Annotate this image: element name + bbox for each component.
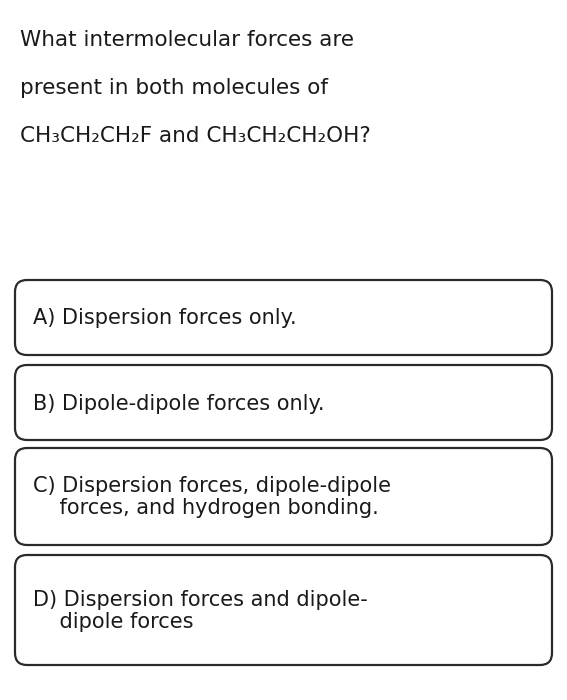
Text: forces, and hydrogen bonding.: forces, and hydrogen bonding. <box>33 498 379 519</box>
FancyBboxPatch shape <box>15 448 552 545</box>
FancyBboxPatch shape <box>15 280 552 355</box>
FancyBboxPatch shape <box>15 555 552 665</box>
Text: dipole forces: dipole forces <box>33 612 193 632</box>
Text: D) Dispersion forces and dipole-: D) Dispersion forces and dipole- <box>33 590 368 610</box>
Text: What intermolecular forces are: What intermolecular forces are <box>20 30 354 50</box>
Text: CH₃CH₂CH₂F and CH₃CH₂CH₂OH?: CH₃CH₂CH₂F and CH₃CH₂CH₂OH? <box>20 126 371 146</box>
Text: present in both molecules of: present in both molecules of <box>20 78 328 98</box>
Text: C) Dispersion forces, dipole-dipole: C) Dispersion forces, dipole-dipole <box>33 477 391 496</box>
Text: B) Dipole-dipole forces only.: B) Dipole-dipole forces only. <box>33 393 324 414</box>
Text: A) Dispersion forces only.: A) Dispersion forces only. <box>33 309 297 328</box>
FancyBboxPatch shape <box>15 365 552 440</box>
